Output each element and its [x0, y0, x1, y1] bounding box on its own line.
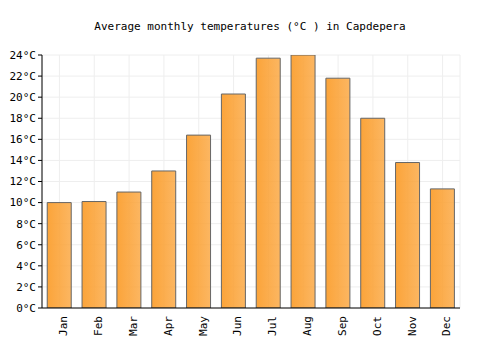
svg-text:Dec: Dec: [440, 316, 453, 336]
svg-text:0°C: 0°C: [16, 302, 36, 315]
svg-text:Feb: Feb: [92, 316, 105, 336]
svg-text:14°C: 14°C: [10, 154, 37, 167]
svg-text:Oct: Oct: [371, 316, 384, 336]
svg-text:12°C: 12°C: [10, 175, 37, 188]
svg-text:6°C: 6°C: [16, 239, 36, 252]
svg-text:Sep: Sep: [336, 316, 349, 336]
svg-text:24°C: 24°C: [10, 49, 37, 62]
svg-text:18°C: 18°C: [10, 112, 37, 125]
svg-text:8°C: 8°C: [16, 218, 36, 231]
svg-text:Aug: Aug: [301, 316, 314, 336]
svg-text:May: May: [197, 316, 210, 336]
svg-text:20°C: 20°C: [10, 91, 37, 104]
svg-text:Jan: Jan: [57, 316, 70, 336]
svg-text:Mar: Mar: [127, 316, 140, 336]
html-text:Average monthly temperatures (: Average monthly temperatures (°C ) in Ca…: [94, 20, 406, 33]
svg-text:Jul: Jul: [266, 316, 279, 336]
svg-text:Apr: Apr: [162, 316, 175, 336]
svg-text:16°C: 16°C: [10, 133, 37, 146]
svg-text:22°C: 22°C: [10, 70, 37, 83]
svg-text:Nov: Nov: [406, 316, 419, 336]
svg-text:10°C: 10°C: [10, 196, 37, 209]
svg-text:2°C: 2°C: [16, 281, 36, 294]
svg-text:Jun: Jun: [231, 316, 244, 336]
svg-text:4°C: 4°C: [16, 260, 36, 273]
